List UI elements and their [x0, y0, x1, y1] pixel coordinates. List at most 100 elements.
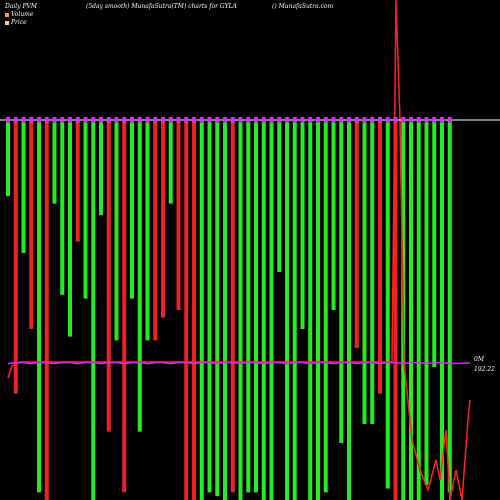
volume-bar — [114, 120, 119, 341]
bar-marker — [6, 117, 10, 123]
volume-bar — [300, 120, 305, 329]
volume-bar — [145, 120, 150, 341]
legend-volume-swatch — [5, 12, 9, 17]
bar-marker — [29, 117, 34, 123]
volume-bar — [409, 120, 413, 500]
volume-bar — [130, 120, 134, 299]
legend-volume-label: Volume — [11, 11, 34, 18]
volume-bar — [331, 120, 336, 310]
bar-marker — [230, 117, 235, 123]
bar-marker — [207, 117, 212, 123]
bar-marker — [215, 117, 220, 123]
volume-bar — [370, 120, 375, 424]
volume-bar — [192, 120, 196, 500]
bar-marker — [106, 117, 111, 123]
volume-bar — [68, 120, 72, 337]
bar-marker — [308, 117, 313, 123]
volume-bar — [269, 120, 274, 500]
price-last-label: 192.22 — [474, 366, 495, 373]
bar-marker — [199, 117, 204, 123]
bar-marker — [300, 117, 305, 123]
bar-marker — [223, 117, 227, 123]
volume-bar — [339, 120, 344, 443]
bar-marker — [114, 117, 119, 123]
volume-bar — [106, 120, 111, 432]
volume-bar — [161, 120, 165, 318]
bar-marker — [238, 117, 243, 123]
bar-marker — [339, 117, 344, 123]
bar-marker — [122, 117, 127, 123]
bar-marker — [331, 117, 336, 123]
volume-bar — [176, 120, 181, 310]
volume-bar — [168, 120, 173, 204]
average-line — [7, 361, 471, 365]
volume-bar — [60, 120, 65, 295]
volume-bar — [122, 120, 127, 493]
volume-bar — [261, 120, 266, 500]
volume-bar — [21, 120, 26, 253]
bar-marker — [246, 117, 251, 123]
volume-bar — [354, 120, 359, 348]
volume-bar — [308, 120, 313, 500]
bar-marker — [447, 117, 452, 123]
volume-bar — [75, 120, 80, 242]
bar-marker — [21, 117, 26, 123]
volume-bar — [52, 120, 57, 204]
bar-marker — [292, 117, 297, 123]
volume-bar — [362, 120, 367, 424]
volume-bar — [91, 120, 96, 500]
legend-price: Price — [5, 19, 27, 26]
bar-marker — [269, 117, 274, 123]
bar-marker — [52, 117, 57, 123]
legend-price-swatch — [5, 20, 9, 25]
bar-marker — [409, 117, 413, 123]
volume-bar — [238, 120, 243, 500]
bar-marker — [347, 117, 351, 123]
volume-bar — [447, 120, 452, 493]
volume-bar — [83, 120, 88, 299]
bar-marker — [401, 117, 406, 123]
volume-bar — [393, 120, 398, 500]
bar-marker — [176, 117, 181, 123]
bar-marker — [416, 117, 421, 123]
bar-marker — [285, 117, 289, 123]
bar-marker — [75, 117, 80, 123]
volume-bar — [153, 120, 158, 341]
bar-marker — [44, 117, 49, 123]
volume-bar — [316, 120, 320, 500]
volume-bars — [6, 120, 452, 500]
volume-bar — [99, 120, 103, 215]
bar-marker — [323, 117, 328, 123]
legend-price-label: Price — [11, 19, 27, 26]
volume-bar — [323, 120, 328, 493]
volume-bar — [6, 120, 10, 196]
volume-bar — [440, 120, 444, 500]
volume-bar — [44, 120, 49, 500]
volume-bar — [223, 120, 227, 500]
volume-bar — [385, 120, 390, 489]
bar-marker — [424, 117, 429, 123]
chart-title-left: Daily PVM — [5, 3, 38, 10]
bar-marker — [60, 117, 65, 123]
bar-marker — [130, 117, 134, 123]
bar-marker — [378, 117, 382, 123]
bar-marker — [161, 117, 165, 123]
bar-marker — [83, 117, 88, 123]
volume-bar — [137, 120, 142, 432]
volume-bar — [199, 120, 204, 500]
volume-bar — [378, 120, 382, 394]
volume-bar — [292, 120, 297, 500]
bar-marker — [99, 117, 103, 123]
bar-marker — [393, 117, 398, 123]
bar-marker — [316, 117, 320, 123]
bar-marker — [153, 117, 158, 123]
volume-bar — [13, 120, 18, 394]
volume-bar — [285, 120, 289, 500]
bar-marker — [277, 117, 282, 123]
bar-marker — [13, 117, 18, 123]
volume-bar — [215, 120, 220, 497]
bar-marker — [137, 117, 142, 123]
bar-marker — [440, 117, 444, 123]
bar-marker — [261, 117, 266, 123]
